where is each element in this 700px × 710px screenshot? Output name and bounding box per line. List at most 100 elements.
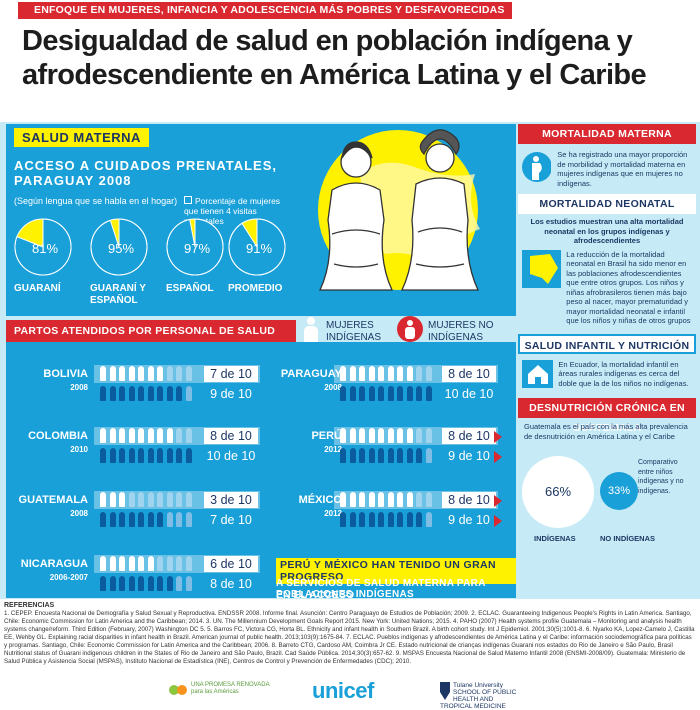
woman-figure-icon <box>176 556 182 571</box>
woman-figure-icon <box>185 576 192 591</box>
woman-figure-icon <box>128 366 135 381</box>
progress-arrow-icon <box>494 451 502 463</box>
woman-figure-icon <box>138 386 144 401</box>
woman-figure-icon <box>425 366 432 381</box>
woman-figure-icon <box>340 492 346 507</box>
woman-figure-icon <box>147 512 154 527</box>
woman-figure-icon <box>416 386 422 401</box>
woman-figure-icon <box>425 512 432 527</box>
woman-figure-icon <box>397 492 403 507</box>
woman-figure-icon <box>406 448 413 463</box>
woman-figure-icon <box>157 512 163 527</box>
woman-figure-icon <box>100 448 106 463</box>
woman-figure-icon <box>109 428 116 443</box>
mortalidad-neonatal-header: MORTALIDAD NEONATAL <box>518 194 696 214</box>
non-indigenous-ratio: 10 de 10 <box>204 448 258 464</box>
woman-figure-icon <box>368 448 375 463</box>
progress-highlight: PERÚ Y MÉXICO HAN TENIDO UN GRAN PROGRES… <box>276 558 516 584</box>
woman-figure-icon <box>378 386 384 401</box>
woman-figure-icon <box>119 448 125 463</box>
indigenous-ratio: 8 de 10 <box>442 428 496 444</box>
woman-figure-icon <box>416 428 422 443</box>
woman-figure-icon <box>397 366 403 381</box>
woman-figure-icon <box>100 366 106 381</box>
mortalidad-materna-header: MORTALIDAD MATERNA <box>518 124 696 144</box>
woman-figure-icon <box>157 556 163 571</box>
non-indigenous-ratio: 7 de 10 <box>204 512 258 528</box>
pie-2: 95% <box>90 218 148 276</box>
woman-figure-icon <box>368 366 375 381</box>
woman-figure-icon <box>185 512 192 527</box>
non-indigenous-ratio: 9 de 10 <box>204 386 258 402</box>
woman-figure-icon <box>378 448 384 463</box>
woman-figure-icon <box>349 512 356 527</box>
non-indigenous-ratio: 9 de 10 <box>442 512 496 528</box>
pie-1: 81% <box>14 218 72 276</box>
pregnant-woman-icon <box>522 152 552 182</box>
pie-value: 97% <box>184 241 210 256</box>
promesa-text: UNA PROMESA RENOVADA para las Américas <box>191 682 270 695</box>
indigenous-label: INDÍGENAS <box>534 534 576 543</box>
woman-figure-icon <box>387 512 394 527</box>
woman-figure-icon <box>100 428 106 443</box>
woman-figure-icon <box>109 512 116 527</box>
pie-value: 91% <box>246 241 272 256</box>
woman-figure-icon <box>147 366 154 381</box>
woman-figure-icon <box>368 492 375 507</box>
woman-figure-icon <box>387 386 394 401</box>
country-year: 2008 <box>324 383 342 392</box>
references: REFERENCIAS 1. CEPEP. Encuesta Nacional … <box>4 602 696 666</box>
non-indigenous-figures <box>100 512 192 527</box>
tulane-shield-icon <box>440 682 450 700</box>
acceso-subtitle: ACCESO A CUIDADOS PRENATALES, PARAGUAY 2… <box>14 158 278 188</box>
woman-figure-icon <box>425 448 432 463</box>
woman-figure-icon <box>138 448 144 463</box>
woman-figure-icon <box>425 386 432 401</box>
country-name: COLOMBIA <box>28 430 88 442</box>
woman-figure-icon <box>349 492 356 507</box>
woman-figure-icon <box>147 386 154 401</box>
woman-figure-icon <box>138 512 144 527</box>
woman-figure-icon <box>147 428 154 443</box>
woman-figure-icon <box>185 448 192 463</box>
country-label: PARAGUAY 2008 <box>262 368 342 394</box>
woman-figure-icon <box>119 512 125 527</box>
woman-figure-icon <box>378 492 384 507</box>
woman-figure-icon <box>157 428 163 443</box>
indigenous-figures <box>340 492 432 507</box>
woman-figure-icon <box>349 428 356 443</box>
indigenous-figures <box>100 428 192 443</box>
indigenous-ratio: 8 de 10 <box>442 366 496 382</box>
country-year: 2012 <box>324 509 342 518</box>
woman-figure-icon <box>176 448 182 463</box>
indigenous-legend-label: MUJERES INDÍGENAS <box>326 320 382 343</box>
non-indigenous-figures <box>340 512 432 527</box>
woman-figure-icon <box>119 386 125 401</box>
progress-arrow-icon <box>494 495 502 507</box>
non-indigenous-ratio: 9 de 10 <box>442 448 496 464</box>
unicef-logo: unicef <box>312 678 374 703</box>
woman-figure-icon <box>119 556 125 571</box>
woman-figure-icon <box>378 428 384 443</box>
non-indigenous-circle: 33% <box>600 472 638 510</box>
woman-figure-icon <box>406 512 413 527</box>
country-label: PERÚ 2012 <box>262 430 342 456</box>
woman-figure-icon <box>406 492 413 507</box>
woman-figure-icon <box>128 556 135 571</box>
woman-figure-icon <box>406 386 413 401</box>
indigenous-legend <box>300 316 322 351</box>
woman-figure-icon <box>138 576 144 591</box>
woman-figure-icon <box>147 492 154 507</box>
indigenous-ratio: 8 de 10 <box>442 492 496 508</box>
indigenous-ratio: 6 de 10 <box>204 556 258 572</box>
woman-dark-icon <box>397 316 423 342</box>
indigenous-figures <box>340 366 432 381</box>
woman-figure-icon <box>166 366 173 381</box>
woman-figure-icon <box>157 366 163 381</box>
promesa-icon <box>169 685 187 695</box>
indigenous-figures <box>100 366 192 381</box>
woman-figure-icon <box>176 492 182 507</box>
progress-text-3: A SERVICIOS DE SALUD MATERNA PARA POBLAC… <box>276 578 486 600</box>
woman-figure-icon <box>368 386 375 401</box>
woman-figure-icon <box>128 448 135 463</box>
